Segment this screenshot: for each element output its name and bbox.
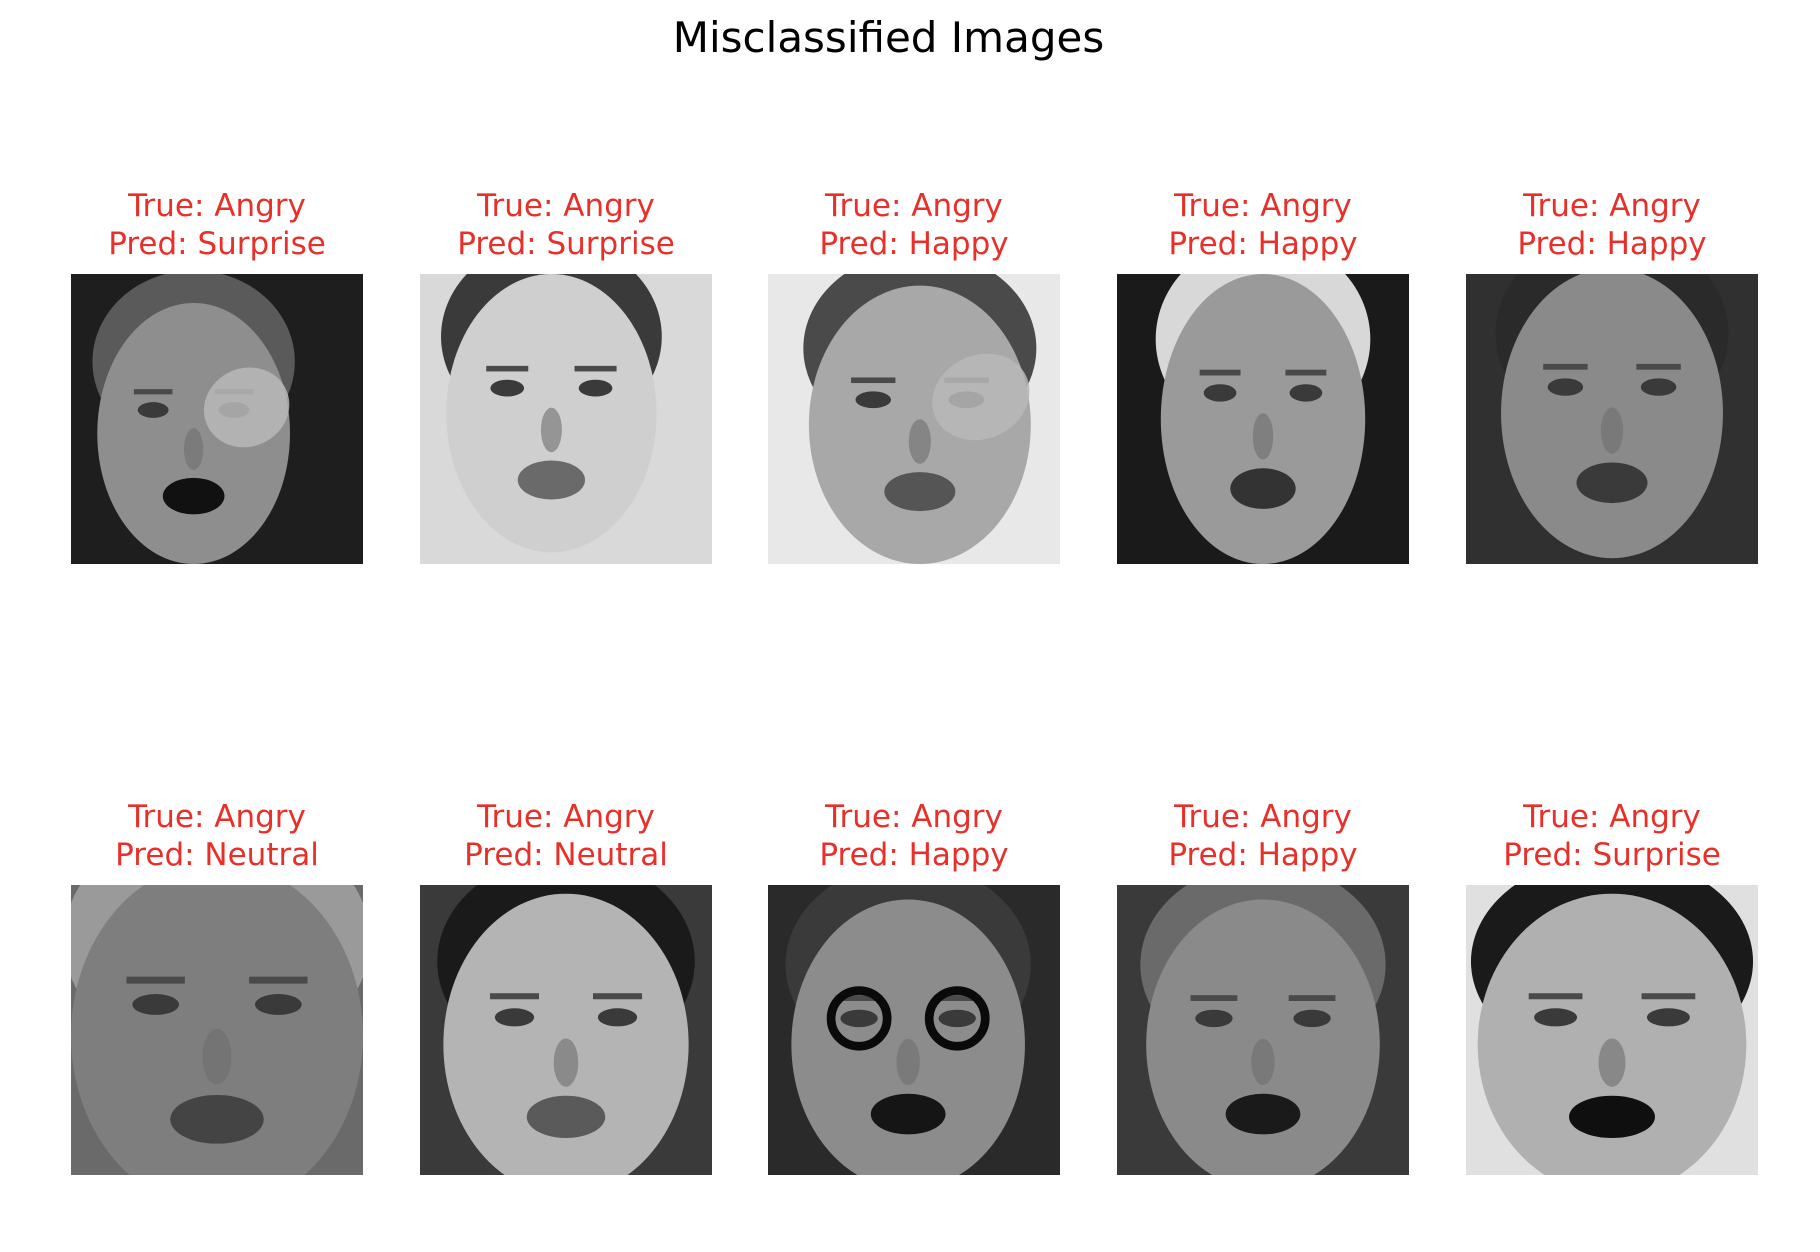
figure-title: Misclassified Images — [672, 13, 1105, 62]
true-label: True: Angry — [128, 799, 306, 835]
true-label: True: Angry — [477, 799, 655, 835]
predicted-label: Pred: Surprise — [1503, 837, 1721, 873]
panel-caption: True: Angry Pred: Happy — [1406, 187, 1818, 263]
face-thumbnail — [71, 274, 363, 564]
true-label: True: Angry — [128, 188, 306, 224]
face-thumbnail — [768, 885, 1060, 1175]
predicted-label: Pred: Neutral — [464, 837, 668, 873]
face-thumbnail — [768, 274, 1060, 564]
panel-caption: True: Angry Pred: Happy — [708, 798, 1120, 874]
true-label: True: Angry — [1174, 188, 1352, 224]
panel-caption: True: Angry Pred: Neutral — [360, 798, 772, 874]
predicted-label: Pred: Neutral — [115, 837, 319, 873]
panel-caption: True: Angry Pred: Surprise — [11, 187, 423, 263]
panel-caption: True: Angry Pred: Surprise — [1406, 798, 1818, 874]
face-thumbnail — [1117, 274, 1409, 564]
predicted-label: Pred: Happy — [1517, 226, 1707, 262]
predicted-label: Pred: Happy — [1168, 226, 1358, 262]
true-label: True: Angry — [1174, 799, 1352, 835]
panel-caption: True: Angry Pred: Happy — [708, 187, 1120, 263]
predicted-label: Pred: Happy — [819, 837, 1009, 873]
predicted-label: Pred: Surprise — [108, 226, 326, 262]
true-label: True: Angry — [825, 188, 1003, 224]
true-label: True: Angry — [477, 188, 655, 224]
face-thumbnail — [420, 274, 712, 564]
panel-caption: True: Angry Pred: Surprise — [360, 187, 772, 263]
face-thumbnail — [420, 885, 712, 1175]
predicted-label: Pred: Happy — [1168, 837, 1358, 873]
panel-caption: True: Angry Pred: Happy — [1057, 187, 1469, 263]
face-thumbnail — [71, 885, 363, 1175]
panel-caption: True: Angry Pred: Happy — [1057, 798, 1469, 874]
face-thumbnail — [1117, 885, 1409, 1175]
true-label: True: Angry — [825, 799, 1003, 835]
predicted-label: Pred: Surprise — [457, 226, 675, 262]
face-thumbnail — [1466, 885, 1758, 1175]
predicted-label: Pred: Happy — [819, 226, 1009, 262]
true-label: True: Angry — [1523, 188, 1701, 224]
true-label: True: Angry — [1523, 799, 1701, 835]
panel-caption: True: Angry Pred: Neutral — [11, 798, 423, 874]
face-thumbnail — [1466, 274, 1758, 564]
